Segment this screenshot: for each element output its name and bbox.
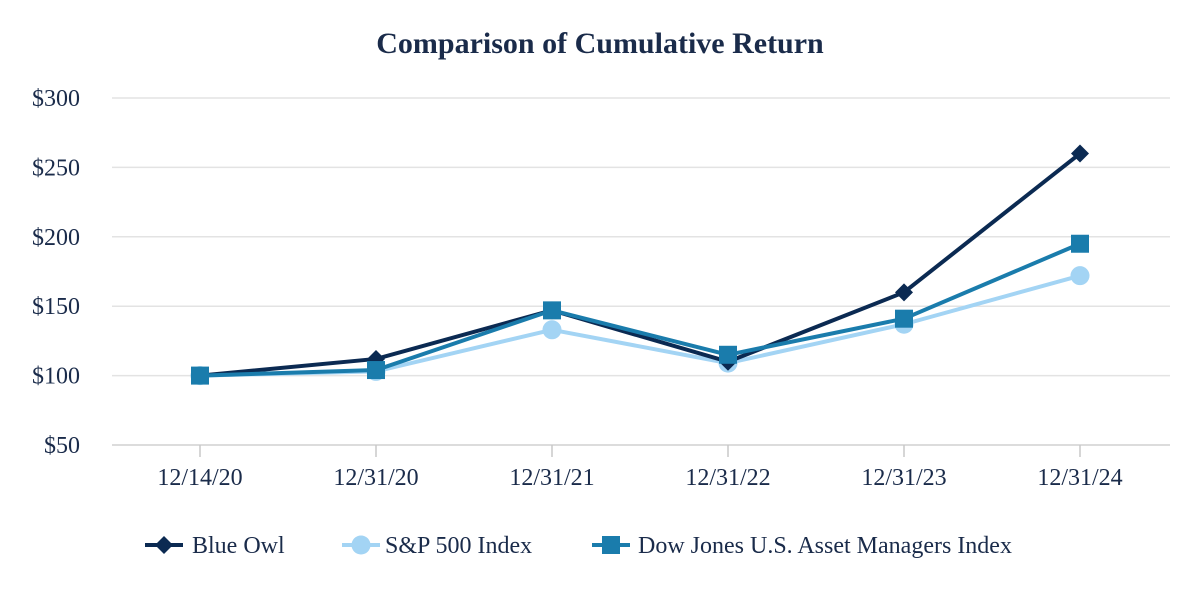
- legend-marker-circle: [351, 535, 371, 555]
- legend-item: Blue Owl: [145, 533, 285, 559]
- y-tick-label: $300: [32, 86, 80, 112]
- legend-marker-diamond: [155, 536, 173, 554]
- series-line: [199, 241, 1081, 378]
- legend-label: S&P 500 Index: [385, 533, 532, 559]
- legend-item: S&P 500 Index: [342, 533, 532, 559]
- y-tick-label: $100: [32, 364, 80, 390]
- x-tick-label: 12/31/22: [685, 465, 770, 491]
- series-line: [199, 151, 1082, 378]
- data-point-circle: [1070, 266, 1090, 286]
- axis-layer: $50 $100 $150 $200 $250 $300 12/14/20 12/31/20 1…: [32, 86, 1170, 491]
- y-tick-label: $150: [32, 294, 80, 320]
- chart-title: Comparison of Cumulative Return: [376, 27, 824, 60]
- data-point-circle: [542, 320, 562, 340]
- y-tick-label: $50: [44, 433, 80, 459]
- data-point-square: [367, 361, 385, 380]
- x-tick-label: 12/31/24: [1037, 465, 1122, 491]
- data-point-square: [719, 345, 737, 364]
- legend-label: Dow Jones U.S. Asset Managers Index: [638, 533, 1012, 559]
- data-point-square: [895, 309, 913, 328]
- x-tick-label: 12/31/23: [861, 465, 946, 491]
- data-point-square: [191, 366, 209, 385]
- series-circle: [190, 266, 1090, 386]
- data-point-diamond: [1071, 144, 1089, 163]
- legend-label: Blue Owl: [192, 533, 285, 559]
- data-point-square: [1071, 234, 1089, 253]
- legend-marker-square: [602, 536, 620, 554]
- series-diamond: [191, 144, 1089, 385]
- x-tick-label: 12/31/20: [333, 465, 418, 491]
- data-point-diamond: [895, 283, 913, 302]
- series-square: [191, 234, 1089, 385]
- legend-item: Dow Jones U.S. Asset Managers Index: [592, 533, 1012, 559]
- y-tick-label: $250: [32, 155, 80, 181]
- series-layer: [190, 144, 1090, 386]
- data-point-square: [543, 301, 561, 320]
- y-tick-label: $200: [32, 225, 80, 251]
- series-line: [199, 273, 1081, 378]
- x-tick-label: 12/31/21: [509, 465, 594, 491]
- x-tick-label: 12/14/20: [157, 465, 242, 491]
- legend: Blue Owl S&P 500 Index Dow Jones U.S. Asse…: [145, 533, 1012, 559]
- grid-layer: [112, 97, 1170, 377]
